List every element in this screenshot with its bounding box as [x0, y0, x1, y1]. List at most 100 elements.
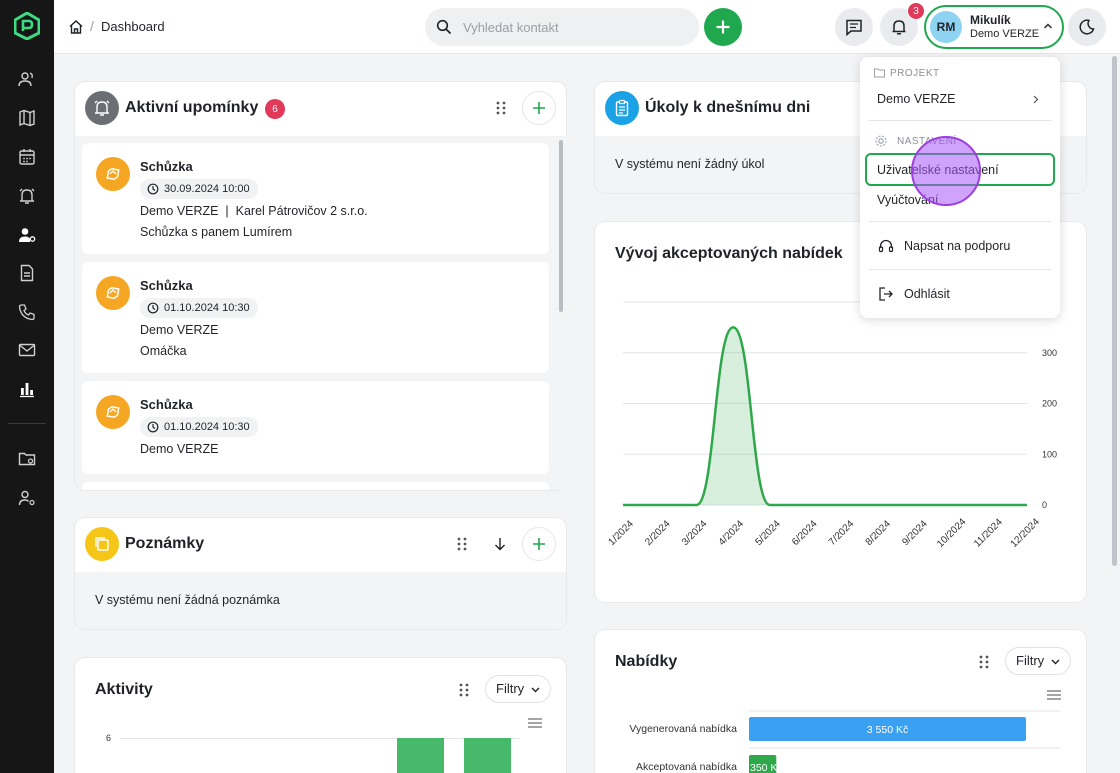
phone-icon[interactable] [17, 302, 37, 322]
list-item[interactable]: Schůzka 01.10.2024 10:30 Demo VERZE [82, 381, 549, 474]
reminder-time-text: 01.10.2024 10:30 [164, 421, 250, 433]
clock-icon [147, 302, 159, 314]
contacts-icon[interactable] [17, 69, 37, 89]
gear-icon [875, 135, 887, 147]
users-admin-icon[interactable] [17, 488, 37, 508]
activities-title: Aktivity [95, 681, 153, 698]
support-item[interactable]: Napsat na podporu [904, 239, 1011, 253]
add-note-button[interactable] [522, 527, 556, 561]
drag-handle-icon[interactable] [457, 682, 471, 698]
activity-bar [464, 738, 511, 773]
notes-title: Poznámky [125, 535, 205, 552]
user-settings-icon[interactable] [17, 225, 37, 245]
accepted-offers-title: Vývoj akceptovaných nabídek [615, 245, 843, 262]
chevron-up-icon [1044, 23, 1052, 29]
reminders-list: Schůzka 30.09.2024 10:00 Demo VERZE | Ka… [75, 136, 567, 490]
messages-button[interactable] [835, 8, 873, 46]
dark-mode-toggle[interactable] [1068, 8, 1106, 46]
handshake-icon [96, 395, 130, 429]
notes-empty-text: V systému není žádná poznámka [95, 593, 280, 607]
arrow-down-icon[interactable] [494, 537, 506, 551]
x-tick-label: 11/2024 [972, 517, 1005, 550]
logo-icon[interactable] [14, 12, 40, 40]
headset-icon [878, 239, 894, 253]
activity-bar [397, 738, 444, 773]
notification-count-badge: 3 [907, 2, 925, 20]
alarm-icon[interactable] [17, 186, 37, 206]
folder-icon [874, 68, 885, 78]
handshake-icon [96, 276, 130, 310]
reminder-title: Schůzka [140, 159, 193, 174]
map-icon[interactable] [17, 108, 37, 128]
document-icon[interactable] [17, 263, 37, 283]
list-item[interactable]: Schůzka 01.10.2024 10:30 Demo VERZE Omáč… [82, 262, 549, 373]
click-indicator [911, 136, 981, 206]
moon-icon [1079, 19, 1095, 35]
alarm-icon [85, 91, 119, 125]
reminders-card: Aktivní upomínky 6 Schůzka 30.09.2024 10… [75, 82, 567, 490]
folder-settings-icon[interactable] [17, 449, 37, 469]
clipboard-icon [605, 91, 639, 125]
user-name: Mikulík [970, 13, 1011, 27]
drag-handle-icon[interactable] [977, 654, 991, 670]
calendar-icon[interactable] [17, 147, 37, 167]
breadcrumb-current[interactable]: Dashboard [101, 19, 165, 34]
reminders-scrollbar[interactable] [559, 140, 563, 312]
offers-card: Nabídky Filtry Vygenerovaná nabídka 3 550… [595, 630, 1086, 773]
sidebar-divider [8, 423, 46, 424]
plus-icon [716, 20, 730, 34]
x-tick-label: 10/2024 [935, 516, 969, 550]
plus-icon [533, 538, 545, 550]
y-tick-label: 6 [106, 733, 112, 743]
menu-divider [869, 120, 1051, 121]
mail-icon[interactable] [17, 340, 37, 360]
x-tick-label: 5/2024 [753, 518, 783, 548]
breadcrumb-separator: / [90, 18, 94, 34]
statistics-icon[interactable] [17, 379, 37, 399]
accepted-offers-chart: 0 100 200 300 1/2024 2/2024 3/2024 4/2024 5/2024… [607, 301, 1057, 550]
add-new-button[interactable] [704, 8, 742, 46]
y-tick-label: 0 [1042, 500, 1047, 510]
logout-icon [879, 287, 893, 301]
offers-filter-button[interactable]: Filtry [1005, 647, 1071, 675]
activities-filter-button[interactable]: Filtry [485, 675, 551, 703]
search-field[interactable]: Vyhledat kontakt [425, 8, 699, 46]
add-reminder-button[interactable] [522, 91, 556, 125]
chevron-down-icon [1051, 659, 1060, 665]
series-line [623, 326, 1027, 507]
list-item[interactable]: Schůzka 30.09.2024 10:00 Demo VERZE | Ka… [82, 143, 549, 254]
chat-icon [846, 19, 862, 36]
reminder-title: Schůzka [140, 278, 193, 293]
project-item[interactable]: Demo VERZE [877, 92, 956, 106]
x-tick-label: 12/2024 [1009, 516, 1043, 550]
reminder-time: 30.09.2024 10:00 [140, 179, 258, 199]
page-scrollbar[interactable] [1112, 56, 1117, 566]
category-label: Vygenerovaná nabídka [629, 723, 737, 735]
gridline [120, 738, 520, 739]
drag-handle-icon[interactable] [455, 536, 469, 552]
filter-label: Filtry [496, 681, 525, 696]
tasks-empty-text: V systému není žádný úkol [615, 157, 765, 171]
user-project: Demo VERZE [970, 28, 1040, 40]
x-tick-label: 7/2024 [827, 518, 857, 548]
menu-divider [869, 221, 1051, 222]
reminders-count-badge: 6 [265, 99, 285, 119]
user-menu-button[interactable]: RM Mikulík Demo VERZE [924, 5, 1064, 49]
drag-handle-icon[interactable] [494, 100, 508, 116]
data-label: 350 Kč [750, 762, 783, 773]
notes-card: Poznámky V systému není žádná poznámka [75, 518, 566, 629]
reminders-title: Aktivní upomínky [125, 99, 259, 116]
reminder-note: Schůzka s panem Lumírem [140, 225, 293, 239]
home-icon[interactable] [68, 19, 84, 35]
list-item[interactable] [82, 482, 549, 490]
project-section-header: PROJEKT [890, 68, 940, 79]
menu-icon[interactable] [1047, 690, 1061, 700]
offers-title: Nabídky [615, 653, 678, 670]
category-label: Akceptovaná nabídka [636, 761, 737, 773]
x-tick-label: 1/2024 [607, 518, 637, 548]
bar [749, 717, 1026, 741]
menu-icon[interactable] [528, 718, 542, 728]
chevron-right-icon [1033, 95, 1039, 104]
logout-item[interactable]: Odhlásit [904, 287, 950, 301]
reminder-note: Omáčka [140, 344, 187, 358]
